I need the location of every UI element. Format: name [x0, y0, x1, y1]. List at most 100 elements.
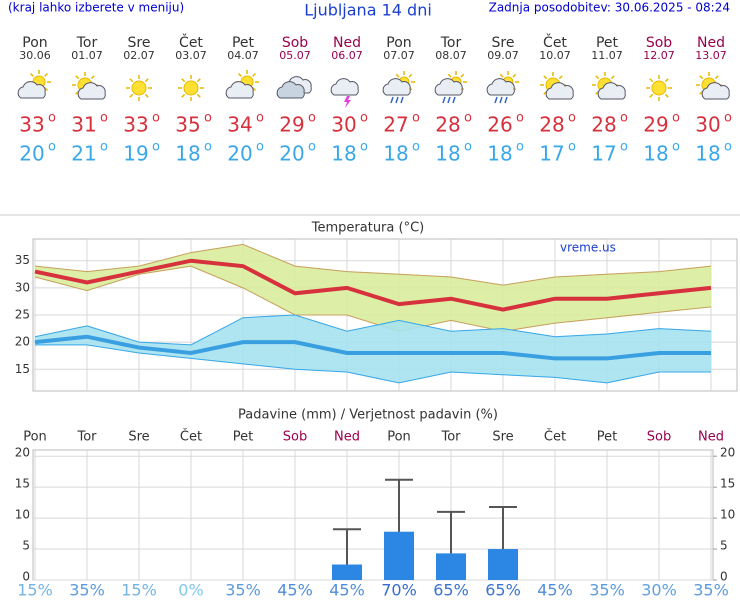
rain: [447, 96, 451, 104]
day-date: 03.07: [175, 49, 207, 62]
sun-ray: [196, 78, 201, 83]
sun-ray: [714, 75, 719, 80]
min-unit: o: [360, 140, 368, 155]
min-unit: o: [568, 140, 576, 155]
min-unit: o: [672, 140, 680, 155]
min-temp: 20: [227, 142, 252, 166]
max-temp: 29: [643, 113, 668, 137]
max-unit: o: [100, 111, 108, 126]
max-temp: 33: [19, 113, 44, 137]
sun-ray: [610, 75, 615, 80]
precip-bar: [384, 531, 414, 580]
day-date: 13.07: [695, 49, 727, 62]
max-unit: o: [152, 111, 160, 126]
max-temp: 27: [383, 113, 408, 137]
sun-ray: [44, 72, 49, 77]
chart-title: Padavine (mm) / Verjetnost padavin (%): [238, 408, 498, 423]
day-name: Tor: [76, 35, 98, 51]
min-temp: 19: [123, 142, 148, 166]
weather-icon: [696, 72, 730, 100]
sun-ray: [237, 72, 242, 77]
max-temp: 30: [331, 113, 356, 137]
day-name: Pet: [596, 35, 619, 51]
rain-probability: 45%: [329, 581, 365, 600]
precip-bar: [332, 564, 362, 580]
sun-ray: [558, 75, 563, 80]
x-tick-label: Pet: [233, 430, 253, 445]
day-name: Čet: [543, 33, 567, 51]
day-date: 09.07: [487, 49, 519, 62]
rain: [395, 96, 399, 104]
min-temp: 18: [331, 142, 356, 166]
precip-bar: [488, 549, 518, 580]
page-title: Ljubljana 14 dni: [304, 1, 432, 20]
min-unit: o: [256, 140, 264, 155]
max-temp: 28: [539, 113, 564, 137]
cloud: [276, 81, 305, 99]
min-unit: o: [412, 140, 420, 155]
watermark: vreme.us: [560, 241, 616, 255]
y-tick-label: 35: [15, 253, 30, 267]
day-name: Sre: [492, 35, 515, 51]
day-date: 05.07: [279, 49, 311, 62]
day-name: Tor: [440, 35, 462, 51]
weather-icon: [540, 72, 574, 100]
max-temp: 31: [71, 113, 96, 137]
min-unit: o: [620, 140, 628, 155]
x-tick-label: Sob: [283, 430, 307, 445]
error-bar: [385, 478, 413, 532]
y-tick-label: 25: [15, 308, 30, 322]
min-unit: o: [516, 140, 524, 155]
max-temp: 29: [279, 113, 304, 137]
temp-line: [34, 334, 711, 361]
day-name: Pon: [386, 35, 411, 51]
sun-ray: [447, 73, 452, 78]
max-unit: o: [48, 111, 56, 126]
sun-ray: [90, 75, 95, 80]
min-unit: o: [464, 140, 472, 155]
sun-ray: [512, 73, 517, 78]
weather-icon: [225, 70, 259, 99]
cloud: [434, 78, 463, 96]
sun-ray: [181, 93, 186, 98]
rain-probability: 70%: [381, 581, 417, 600]
y2-tick-label: 0: [720, 570, 728, 584]
sun-ray: [460, 73, 465, 78]
rain-probability: 35%: [589, 581, 625, 600]
weather-icon: [382, 71, 415, 104]
rain-probability: 35%: [693, 581, 729, 600]
error-bar: [489, 505, 517, 550]
lightning: [344, 96, 351, 108]
sun: [183, 80, 199, 96]
x-tick-label: Pet: [597, 430, 617, 445]
day-name: Sre: [128, 35, 151, 51]
x-tick-label: Ned: [698, 430, 724, 445]
sun-ray: [664, 78, 669, 83]
chart-title: Temperatura (°C): [311, 221, 424, 236]
sun-ray: [499, 73, 504, 78]
max-unit: o: [308, 111, 316, 126]
min-unit: o: [724, 140, 732, 155]
sun: [131, 80, 147, 96]
max-unit: o: [464, 111, 472, 126]
sun-ray: [395, 73, 400, 78]
sun-ray: [252, 72, 257, 77]
max-temp: 30: [695, 113, 720, 137]
day-date: 10.07: [539, 49, 571, 62]
max-unit: o: [620, 111, 628, 126]
band-edge: [34, 243, 712, 286]
rain: [499, 96, 503, 104]
sun-ray: [408, 73, 413, 78]
x-tick-label: Tor: [440, 430, 461, 445]
cloud: [597, 82, 626, 100]
menu-note: (kraj lahko izberete v meniju): [8, 1, 184, 15]
max-unit: o: [412, 111, 420, 126]
day-date: 06.07: [331, 49, 363, 62]
sun-ray: [649, 78, 654, 83]
y-tick-label: 15: [15, 477, 30, 491]
rain: [390, 96, 394, 104]
day-date: 11.07: [591, 49, 623, 62]
min-temp: 18: [695, 142, 720, 166]
x-tick-label: Čet: [180, 429, 202, 445]
day-date: 08.07: [435, 49, 467, 62]
